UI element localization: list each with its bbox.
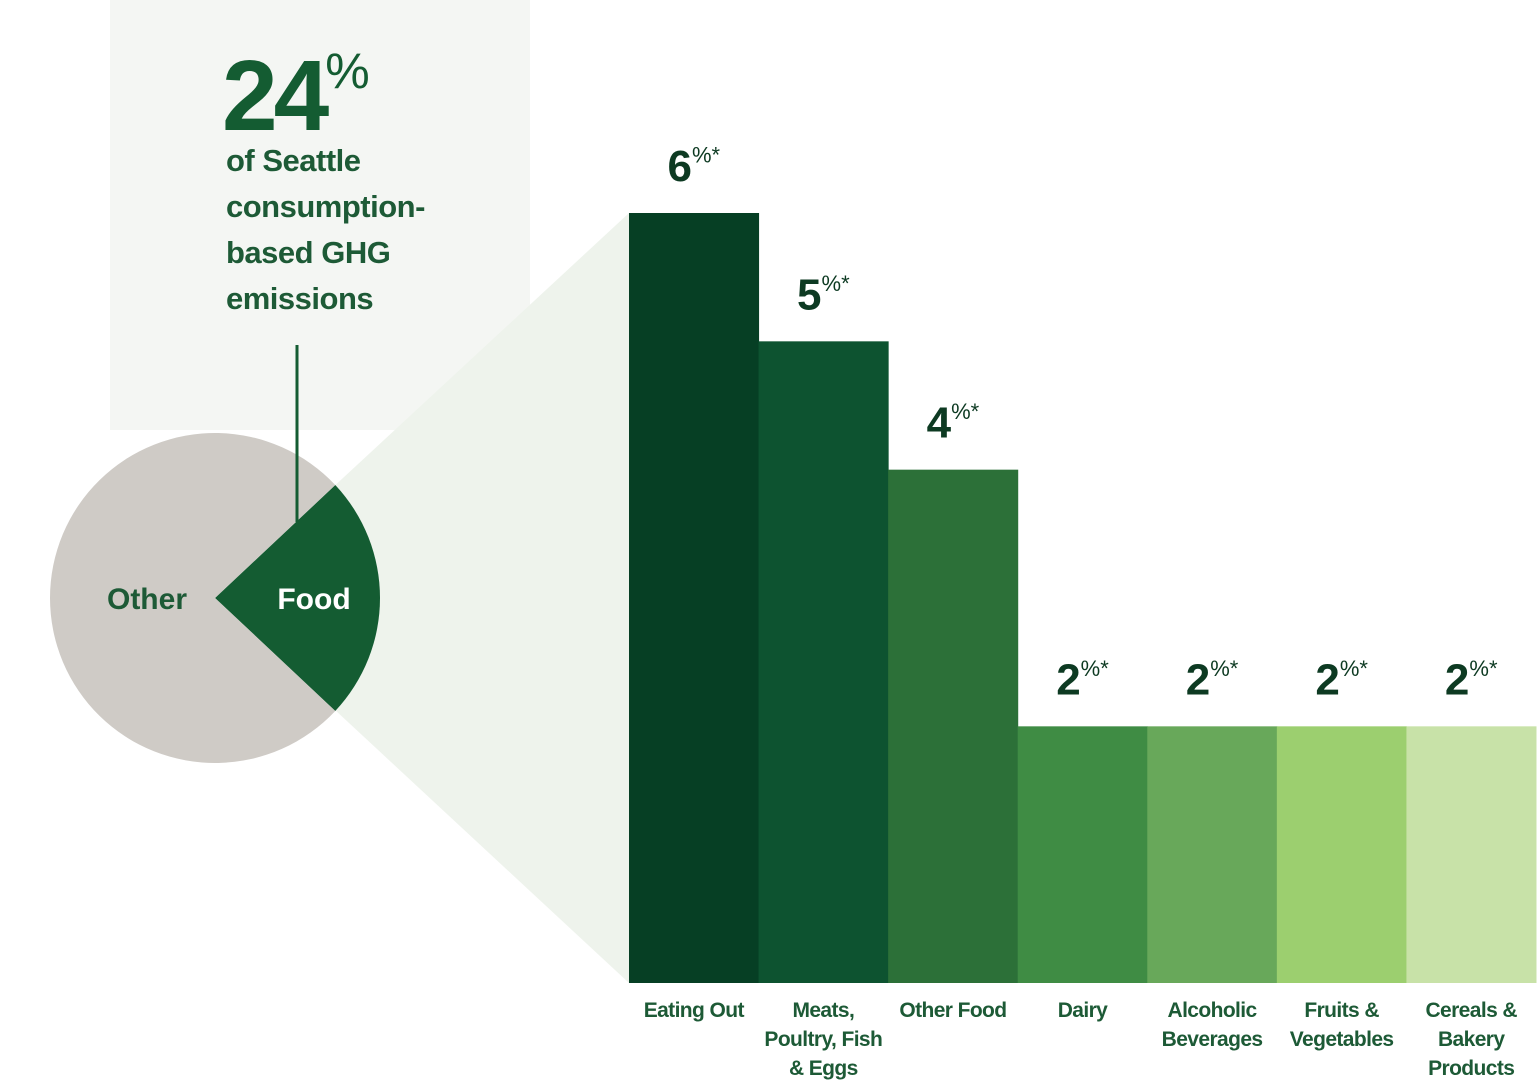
x-tick-label: Cereals & Bakery Products [1425,999,1517,1080]
bar-value-label: 2%* [1445,655,1498,704]
x-tick-label: Fruits & Vegetables [1289,999,1394,1051]
bar [1147,726,1278,983]
pie-label: Food [277,583,350,616]
pie-annotation: of Seattle consumption-based GHG emissio… [226,143,425,316]
bar-value-label: 2%* [1315,655,1368,704]
x-tick-label: Alcoholic Beverages [1161,999,1263,1051]
connector-shape [330,213,629,983]
pie-slice [49,433,336,763]
x-tick-label: Meats, Poultry, Fish & Eggs [764,999,883,1080]
background-shape [110,0,530,430]
bar [758,341,889,983]
pie-value-label: 24% [222,40,368,152]
bar [888,469,1019,984]
bar [1276,726,1407,983]
x-tick-label: Dairy [1057,999,1108,1022]
bar [629,213,760,983]
bar-value-label: 6%* [667,142,720,191]
bar-value-label: 2%* [1186,655,1239,704]
bar-value-label: 2%* [1056,655,1109,704]
pie-label: Other [107,583,187,616]
bar-value-label: 5%* [797,270,850,319]
x-tick-label: Eating Out [643,999,745,1022]
bar [1406,726,1537,983]
pie-slice [215,485,380,711]
x-tick-label: Other Food [899,999,1007,1022]
bar [1017,726,1148,983]
bar-value-label: 4%* [927,399,980,448]
